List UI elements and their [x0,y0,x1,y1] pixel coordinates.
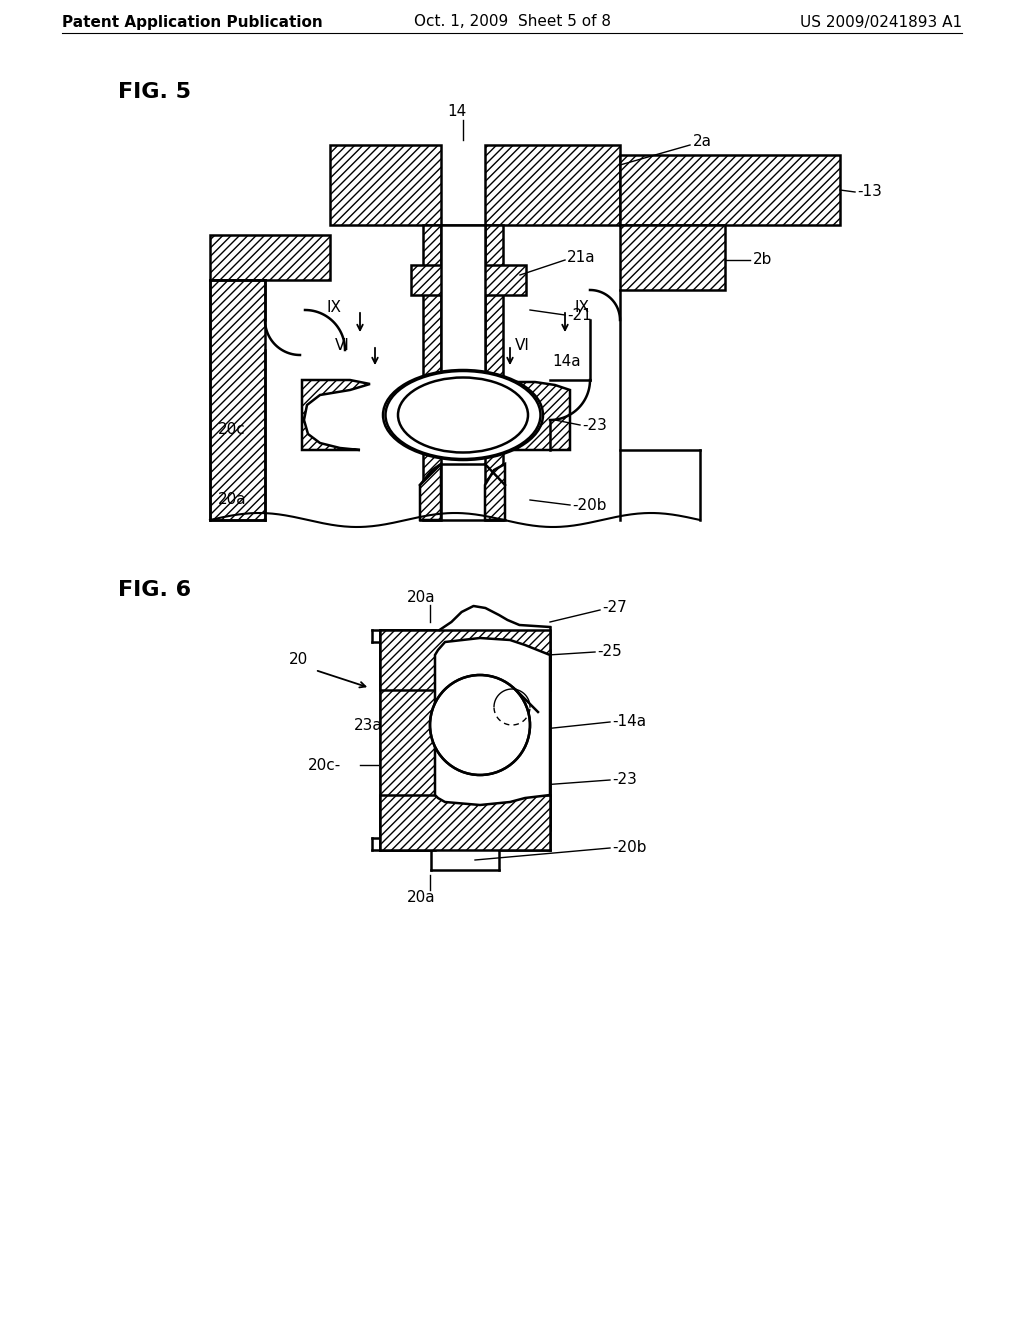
Text: 2b: 2b [753,252,772,268]
Text: 23a: 23a [354,718,383,733]
Text: -27: -27 [602,601,627,615]
Bar [620,224,725,290]
Text: -23: -23 [612,772,637,788]
Polygon shape [302,380,370,450]
Text: -20b: -20b [612,841,646,855]
Bar [210,280,265,520]
Bar [380,630,550,690]
Circle shape [430,675,530,775]
Bar [380,795,550,850]
Text: 2a: 2a [693,135,712,149]
Text: 14: 14 [447,104,467,120]
Text: 20a: 20a [407,891,435,906]
Bar [485,224,503,380]
Text: VI: VI [515,338,529,352]
Text: -23: -23 [582,417,607,433]
Bar [423,380,441,520]
Bar [525,649,550,830]
Ellipse shape [398,378,528,453]
Text: 20: 20 [289,652,307,668]
Text: Oct. 1, 2009  Sheet 5 of 8: Oct. 1, 2009 Sheet 5 of 8 [414,15,610,29]
Bar [210,235,330,280]
Text: 20c: 20c [218,422,246,437]
Text: FIG. 5: FIG. 5 [118,82,191,102]
Text: -20b: -20b [572,498,606,512]
Text: -14a: -14a [612,714,646,730]
Polygon shape [485,465,505,520]
Text: US 2009/0241893 A1: US 2009/0241893 A1 [800,15,962,29]
Polygon shape [490,381,570,450]
Polygon shape [435,638,550,805]
Bar [330,145,441,224]
Text: Patent Application Publication: Patent Application Publication [62,15,323,29]
Text: -21: -21 [567,308,592,322]
Text: 20a: 20a [218,492,247,507]
Text: 20c-: 20c- [308,758,341,772]
Bar [620,154,840,224]
Text: -25: -25 [597,644,622,660]
Text: VI: VI [335,338,350,352]
Bar [423,224,441,380]
Ellipse shape [383,370,543,459]
Text: 14a: 14a [552,355,581,370]
Text: IX: IX [326,300,341,314]
Text: IX: IX [575,300,590,314]
Text: -13: -13 [857,185,882,199]
Text: 21a: 21a [567,251,596,265]
Bar [411,265,526,294]
Text: FIG. 6: FIG. 6 [118,579,191,601]
Bar [441,224,485,450]
Bar [435,655,525,795]
Bar [485,380,503,520]
Bar [485,145,620,224]
Bar [380,630,435,850]
Polygon shape [420,465,441,520]
Text: 20a: 20a [407,590,435,606]
